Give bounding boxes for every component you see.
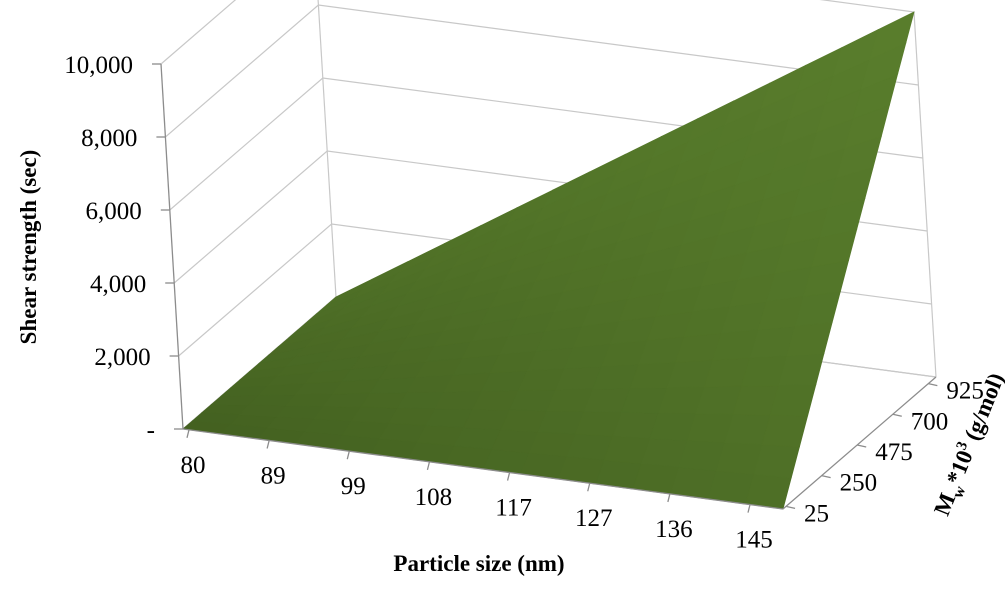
z-tick-label: 2,000	[94, 344, 150, 371]
y-tick-label: 700	[911, 408, 949, 435]
chart-axes: - 2,000 4,000 6,000 8,000 10,000 80 89 99 108 117 1…	[64, 52, 984, 554]
x-tick-label: 136	[655, 516, 693, 543]
z-tick-label: 10,000	[64, 52, 133, 79]
x-tick-mark	[426, 461, 431, 471]
wall-edge	[913, 11, 937, 378]
surface-patch	[753, 444, 800, 479]
x-tick-mark	[266, 440, 270, 449]
y-tick-label: 475	[875, 439, 913, 466]
x-tick-label: 108	[415, 484, 453, 511]
z-axis-title: Shear strength (sec)	[16, 150, 41, 345]
wall-edge	[317, 0, 337, 298]
y-tick-label: 25	[804, 500, 829, 527]
z-tick-label: 4,000	[90, 271, 146, 298]
x-tick-label: 127	[575, 505, 613, 532]
x-tick-label: 89	[261, 462, 286, 489]
y-tick-mark	[821, 475, 831, 479]
x-tick-label: 145	[735, 527, 773, 554]
z-tick-label: -	[147, 417, 155, 444]
y-tick-label: 250	[840, 470, 878, 497]
x-axis-line	[182, 428, 784, 510]
x-tick-label: 80	[181, 452, 206, 479]
x-tick-mark	[747, 504, 751, 513]
y-tick-mark	[785, 505, 796, 509]
x-tick-mark	[186, 429, 190, 438]
x-tick-mark	[667, 493, 671, 503]
x-axis-title: Particle size (nm)	[393, 551, 564, 576]
gridline-z	[160, 0, 915, 65]
surface-plot	[182, 11, 915, 510]
x-tick-label: 99	[341, 473, 366, 500]
x-tick-mark	[346, 451, 350, 460]
y-tick-mark	[857, 444, 867, 448]
x-tick-mark	[587, 483, 591, 492]
y-tick-label: 925	[946, 378, 984, 405]
x-tick-mark	[506, 472, 511, 481]
y-axis-line	[782, 376, 937, 510]
surface-patch	[769, 384, 817, 417]
y-tick-mark	[892, 413, 902, 417]
x-tick-label: 117	[495, 495, 532, 522]
surface-patch	[761, 414, 809, 448]
y-axis-title-rest: *10	[942, 447, 978, 488]
z-tick-label: 8,000	[81, 125, 137, 152]
z-axis-line	[160, 63, 184, 430]
y-tick-mark	[928, 382, 938, 387]
z-tick-label: 6,000	[86, 198, 142, 225]
surface-patch	[744, 473, 792, 510]
surface-patch	[868, 11, 915, 61]
